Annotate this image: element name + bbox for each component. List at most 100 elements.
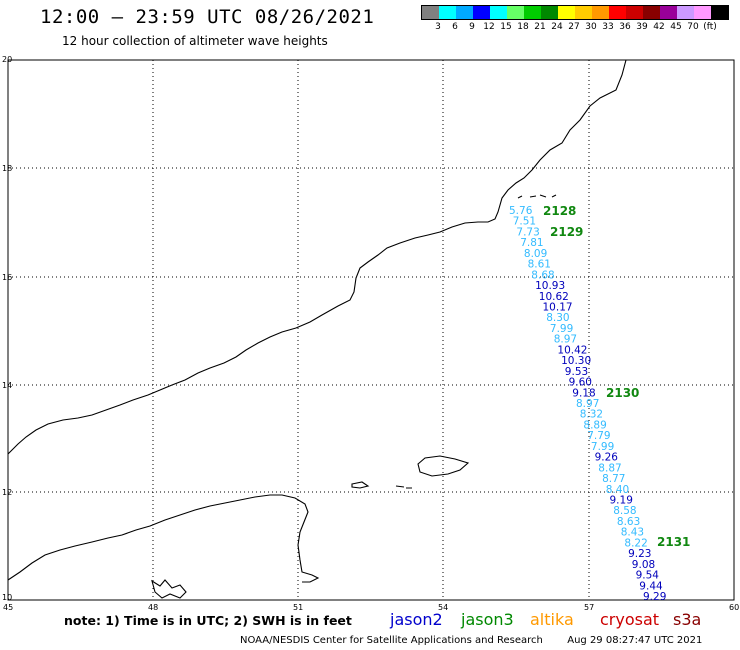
color-scale-tick: 12 (483, 22, 495, 32)
lon-tick-label: 54 (438, 603, 448, 612)
color-swatch (711, 6, 728, 19)
lat-tick-label: 10 (2, 593, 12, 602)
wave-height-value: 5.76 (509, 205, 533, 217)
color-scale-tick: 70 (687, 22, 699, 32)
lat-tick-label: 12 (2, 488, 12, 497)
lon-tick-label: 45 (3, 603, 13, 612)
wave-height-value: 8.63 (617, 516, 640, 528)
map-subtitle: 12 hour collection of altimeter wave hei… (62, 34, 328, 48)
wave-height-value: 9.53 (565, 366, 588, 378)
track-label: 2130 (606, 386, 639, 400)
color-swatch (592, 6, 609, 19)
wave-height-value: 8.97 (554, 334, 577, 346)
longitude-labels: 45 48 51 54 57 60 (3, 603, 739, 612)
credit-text: NOAA/NESDIS Center for Satellite Applica… (240, 635, 543, 646)
wave-height-value: 8.32 (580, 409, 603, 421)
satellite-legend-s3a: s3a (673, 610, 702, 629)
wave-height-value: 10.93 (535, 280, 565, 292)
wave-height-value: 8.30 (546, 312, 569, 324)
wave-height-value: 9.60 (569, 377, 592, 389)
wave-height-value: 8.22 (624, 537, 647, 549)
lon-tick-label: 60 (729, 603, 739, 612)
wave-height-value: 7.79 (587, 430, 610, 442)
wave-height-value: 9.26 (595, 452, 619, 464)
color-swatch (473, 6, 490, 19)
satellite-legend-jason2: jason2 (390, 610, 443, 629)
color-swatch (609, 6, 626, 19)
wave-height-value: 8.09 (524, 248, 547, 260)
wave-height-value: 8.68 (531, 269, 554, 281)
color-scale-tick: 30 (585, 22, 597, 32)
color-scale-labels: 3 6 9 12 15 18 21 24 27 30 33 36 39 42 45 70 (ft) (421, 22, 740, 34)
lat-tick-label: 16 (2, 273, 12, 282)
wave-height-value: 8.40 (606, 484, 629, 496)
track-label: 2129 (550, 225, 583, 239)
color-swatch (575, 6, 592, 19)
color-swatch (524, 6, 541, 19)
wave-height-value: 8.43 (621, 527, 644, 539)
wave-height-value: 8.58 (613, 505, 636, 517)
wave-height-value: 9.19 (610, 495, 633, 507)
color-scale-tick: (ft) (703, 22, 717, 32)
wave-height-value: 8.77 (602, 473, 625, 485)
color-swatch (541, 6, 558, 19)
color-swatch (456, 6, 473, 19)
wave-height-value: 9.18 (572, 387, 595, 399)
color-scale-bar (421, 5, 729, 20)
wave-height-value: 10.42 (557, 344, 587, 356)
wave-height-value: 7.99 (591, 441, 614, 453)
map-title: 12:00 – 23:59 UTC 08/26/2021 (40, 6, 375, 28)
wave-height-value: 9.23 (628, 548, 651, 560)
color-swatch (643, 6, 660, 19)
color-scale-tick: 18 (517, 22, 529, 32)
wave-height-value: 10.17 (543, 302, 573, 314)
color-swatch (422, 6, 439, 19)
color-swatch (558, 6, 575, 19)
satellite-legend-altika: altika (530, 610, 574, 629)
wave-height-value: 8.87 (598, 462, 621, 474)
color-swatch (660, 6, 677, 19)
lon-tick-label: 48 (148, 603, 158, 612)
wave-height-value: 8.89 (583, 419, 606, 431)
color-scale-tick: 6 (452, 22, 458, 32)
lat-tick-label: 20 (2, 55, 12, 64)
satellite-legend-cryosat: cryosat (600, 610, 660, 629)
color-scale-tick: 45 (670, 22, 682, 32)
units-note: note: 1) Time is in UTC; 2) SWH is in fe… (64, 613, 352, 628)
map-frame (7, 59, 735, 601)
wave-height-value: 7.51 (513, 216, 536, 228)
wave-height-value: 9.44 (639, 580, 663, 592)
lon-tick-label: 51 (293, 603, 303, 612)
legend-row: note: 1) Time is in UTC; 2) SWH is in fe… (0, 610, 740, 632)
color-scale-tick: 21 (534, 22, 546, 32)
wave-height-value: 10.62 (539, 291, 569, 303)
wave-height-value: 9.29 (643, 591, 666, 603)
color-scale-tick: 33 (602, 22, 614, 32)
generated-timestamp: Aug 29 08:27:47 UTC 2021 (567, 635, 703, 646)
map-grid (8, 60, 734, 600)
color-scale-tick: 42 (653, 22, 665, 32)
lat-tick-label: 18 (2, 164, 12, 173)
wave-height-value: 7.99 (550, 323, 573, 335)
color-swatch (507, 6, 524, 19)
track-label: 2131 (657, 535, 690, 549)
color-swatch (490, 6, 507, 19)
color-swatch (694, 6, 711, 19)
lon-tick-label: 57 (584, 603, 594, 612)
color-scale-tick: 9 (469, 22, 475, 32)
lat-tick-label: 14 (2, 381, 12, 390)
wave-height-value: 10.30 (561, 355, 591, 367)
color-scale-tick: 3 (435, 22, 441, 32)
color-swatch (626, 6, 643, 19)
color-swatch (439, 6, 456, 19)
wave-height-value: 9.54 (636, 570, 660, 582)
coastline (7, 59, 627, 599)
wave-height-value: 7.81 (520, 237, 543, 249)
latitude-labels: 20 18 16 14 12 10 (2, 55, 12, 602)
color-swatch (677, 6, 694, 19)
satellite-legend-jason3: jason3 (461, 610, 514, 629)
track-label: 2128 (543, 204, 576, 218)
color-scale-tick: 36 (619, 22, 631, 32)
wave-height-observations: 5.767.517.737.818.098.618.6810.9310.6210… (509, 205, 666, 603)
